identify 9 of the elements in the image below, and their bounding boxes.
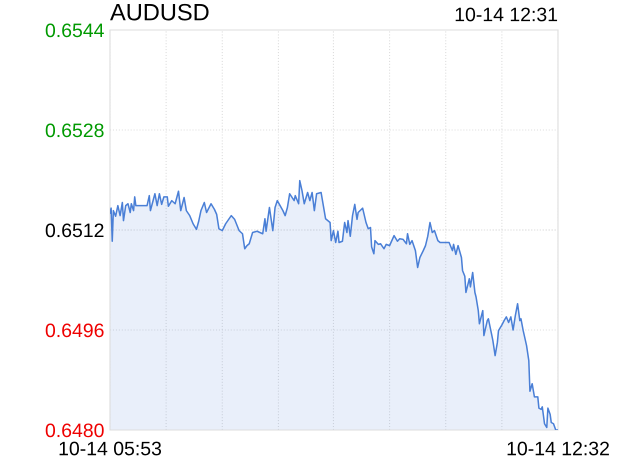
y-tick-label: 0.6480: [46, 423, 104, 438]
x-tick-label: 10-14 05:53: [60, 442, 162, 456]
y-tick-label: 0.6496: [46, 323, 104, 338]
x-tick-label: 10-14 12:32: [508, 442, 609, 456]
text: 10-14 12:31: [456, 8, 558, 22]
y-tick-label: 0.6512: [46, 223, 104, 238]
chart-title: AUDUSD: [110, 4, 209, 21]
y-tick-label: 0.6544: [46, 23, 104, 38]
y-tick-label: 0.6528: [46, 123, 104, 138]
